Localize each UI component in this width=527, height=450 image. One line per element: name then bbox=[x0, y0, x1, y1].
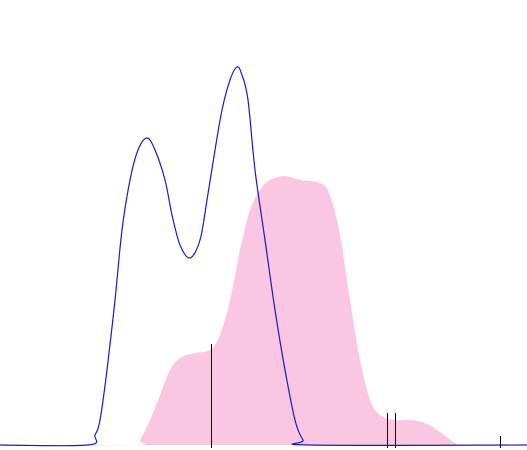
density-line bbox=[0, 66, 527, 447]
density-area bbox=[0, 176, 527, 446]
